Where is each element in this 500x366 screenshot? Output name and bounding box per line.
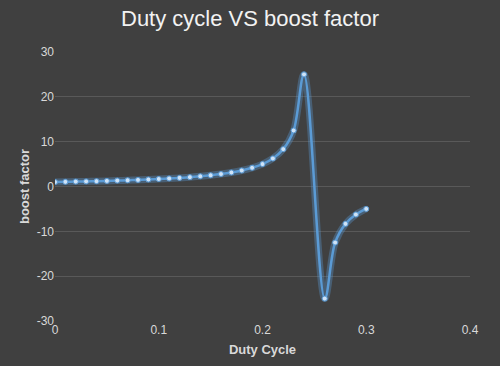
svg-text:-20: -20 (37, 269, 55, 283)
svg-text:0.3: 0.3 (358, 323, 375, 337)
svg-text:Duty Cycle: Duty Cycle (229, 342, 296, 357)
svg-text:0: 0 (52, 323, 59, 337)
svg-text:0: 0 (47, 180, 54, 194)
svg-text:0.1: 0.1 (150, 323, 167, 337)
svg-text:30: 30 (41, 45, 55, 59)
svg-text:20: 20 (41, 90, 55, 104)
svg-text:boost factor: boost factor (17, 149, 32, 224)
svg-text:Duty cycle VS boost factor: Duty cycle VS boost factor (121, 6, 379, 31)
svg-text:0.4: 0.4 (462, 323, 479, 337)
svg-text:-10: -10 (37, 225, 55, 239)
svg-text:-30: -30 (37, 314, 55, 328)
svg-text:10: 10 (41, 135, 55, 149)
svg-text:0.2: 0.2 (254, 323, 271, 337)
